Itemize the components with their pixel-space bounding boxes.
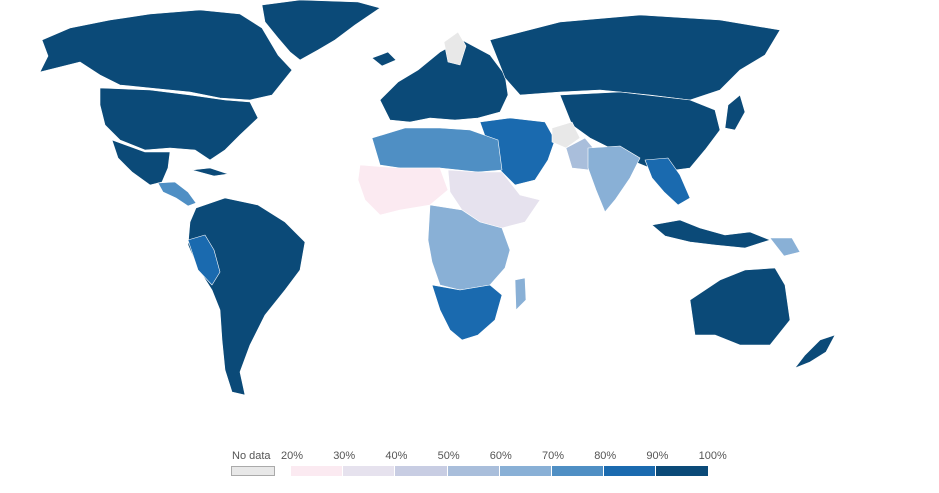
legend-tick-label: 70% [542,450,565,462]
afghanistan [551,121,581,149]
legend-swatch [604,466,657,476]
legend-swatch [343,466,396,476]
new-zealand [794,334,836,369]
west-africa [357,164,449,216]
legend: No data 20% 30% 40% 50% 60% 70% 80% 90% 100% [0,440,939,493]
legend-no-data-label: No data [232,450,271,462]
cuba [191,167,229,177]
southern-africa [431,284,503,341]
mexico [111,139,171,186]
russia [489,14,781,101]
legend-no-data-swatch [231,466,275,476]
legend-swatch [656,466,709,476]
legend-tick-label: 40% [385,450,408,462]
legend-tick-label: 80% [594,450,617,462]
north-america-north [39,9,293,101]
legend-swatch [291,466,344,476]
australia [689,267,791,346]
madagascar [514,277,527,311]
legend-tick-label: 20% [281,450,304,462]
papua-new-guinea [769,237,801,257]
indonesia [651,219,771,249]
south-america [187,197,306,396]
central-africa [427,204,511,291]
greenland [261,0,381,61]
southeast-asia [644,157,691,206]
europe [379,39,509,123]
india [587,145,641,213]
legend-swatch [395,466,448,476]
peru [187,234,221,286]
central-america [157,181,197,207]
united-states [99,87,259,161]
china-east-asia [559,91,721,173]
legend-tick-label: 100% [698,450,727,462]
world-map [39,0,836,396]
legend-swatch [552,466,605,476]
legend-tick-label: 30% [333,450,356,462]
north-africa [371,127,503,173]
legend-swatch [447,466,500,476]
legend-tick-label: 50% [437,450,460,462]
iceland [371,51,397,67]
japan [724,94,746,131]
legend-tick-label: 60% [489,450,512,462]
legend-swatch [499,466,552,476]
sahel-east [447,169,541,229]
finland [443,31,467,66]
legend-tick-label: 90% [646,450,669,462]
